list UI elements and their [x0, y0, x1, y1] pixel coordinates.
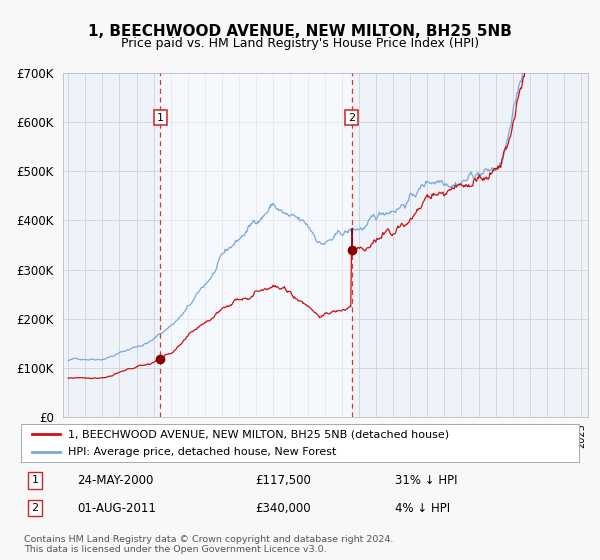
Text: 01-AUG-2011: 01-AUG-2011 [77, 502, 155, 515]
Text: HPI: Average price, detached house, New Forest: HPI: Average price, detached house, New … [68, 447, 337, 457]
Text: 31% ↓ HPI: 31% ↓ HPI [395, 474, 457, 487]
Text: £340,000: £340,000 [256, 502, 311, 515]
Text: 1, BEECHWOOD AVENUE, NEW MILTON, BH25 5NB (detached house): 1, BEECHWOOD AVENUE, NEW MILTON, BH25 5N… [68, 429, 449, 439]
Text: 2: 2 [31, 503, 38, 514]
Text: 1, BEECHWOOD AVENUE, NEW MILTON, BH25 5NB: 1, BEECHWOOD AVENUE, NEW MILTON, BH25 5N… [88, 24, 512, 39]
Text: 24-MAY-2000: 24-MAY-2000 [77, 474, 153, 487]
Text: 1: 1 [31, 475, 38, 486]
Text: £117,500: £117,500 [256, 474, 311, 487]
Text: 2: 2 [348, 113, 355, 123]
Text: Contains HM Land Registry data © Crown copyright and database right 2024.
This d: Contains HM Land Registry data © Crown c… [24, 535, 394, 554]
Text: 4% ↓ HPI: 4% ↓ HPI [395, 502, 450, 515]
Text: 1: 1 [157, 113, 164, 123]
Bar [160, 73, 352, 417]
Text: Price paid vs. HM Land Registry's House Price Index (HPI): Price paid vs. HM Land Registry's House … [121, 37, 479, 50]
